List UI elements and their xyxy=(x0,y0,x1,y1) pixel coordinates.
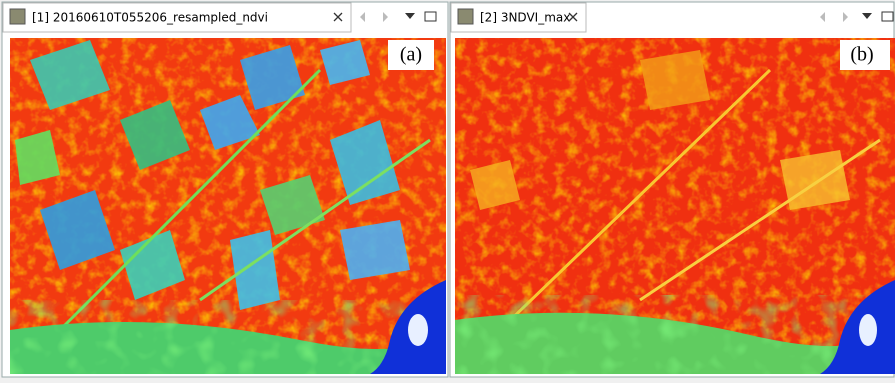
screen: [1] 20160610T055206_resampled_ndvi (a) xyxy=(0,0,895,379)
tab-title: [1] 20160610T055206_resampled_ndvi xyxy=(32,11,268,25)
tab-title: [2] 3NDVI_max xyxy=(480,11,570,25)
panel-label: (b) xyxy=(850,44,873,66)
page: [1] 20160610T055206_resampled_ndvi (a) xyxy=(0,0,895,379)
ndvi-max-image xyxy=(455,38,895,374)
tab-icon xyxy=(10,9,25,24)
ndvi-image xyxy=(10,38,446,374)
panel-label: (a) xyxy=(400,44,422,66)
tab-icon xyxy=(458,9,473,24)
